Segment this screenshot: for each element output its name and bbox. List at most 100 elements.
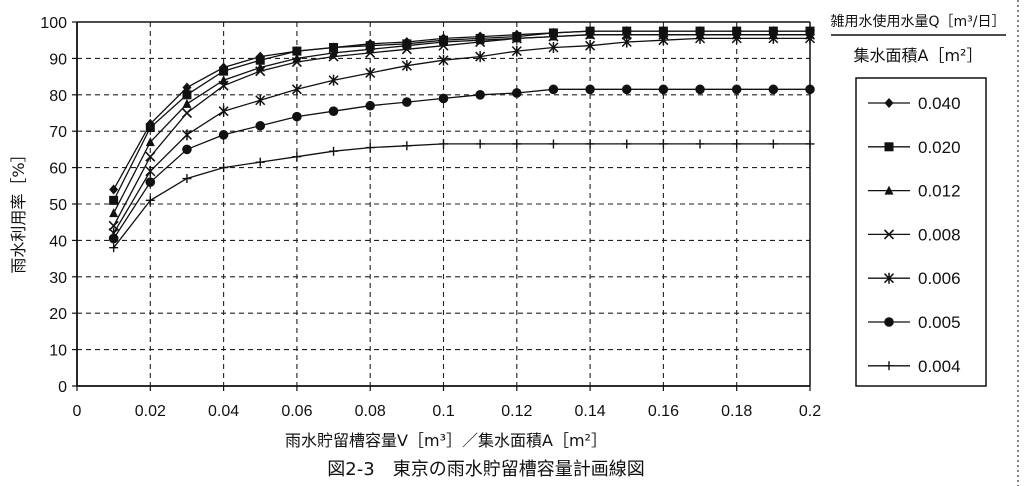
data-point — [731, 84, 742, 95]
x-tick-label: 0.08 — [355, 403, 386, 420]
data-point — [768, 32, 779, 44]
data-point — [585, 40, 596, 52]
x-tick-label: 0.18 — [721, 403, 752, 420]
legend-label: 0.008 — [918, 225, 961, 244]
x-tick-label: 0.16 — [648, 403, 679, 420]
data-point — [511, 33, 522, 44]
data-point — [292, 152, 302, 162]
legend-items: 0.040 0.020 0.012 0.008 0.006 0.005 0.004 — [868, 94, 961, 376]
data-point — [145, 137, 155, 147]
data-point — [475, 139, 485, 149]
data-point — [768, 84, 779, 95]
data-point — [219, 66, 229, 76]
data-point — [292, 46, 302, 56]
data-point — [365, 100, 376, 111]
series-0.004 — [109, 139, 815, 253]
data-point — [182, 144, 192, 155]
data-point — [108, 233, 119, 244]
legend-marker — [884, 142, 894, 152]
legend-marker — [884, 361, 894, 371]
legend-marker — [883, 229, 895, 240]
data-point — [622, 139, 632, 149]
series-line — [113, 88, 810, 239]
tick-labels: 0 0.02 0.04 0.06 0.08 0.1 0.12 0.14 0.16 0.18 0.2 0… — [40, 15, 821, 420]
data-point — [145, 151, 156, 162]
data-point — [255, 120, 266, 131]
data-point — [658, 34, 669, 46]
data-point — [145, 165, 156, 177]
series-line — [113, 37, 810, 234]
data-point — [658, 139, 668, 149]
legend-label: 0.040 — [918, 94, 961, 113]
data-point — [109, 243, 119, 253]
data-point — [255, 157, 265, 167]
data-point — [329, 146, 339, 156]
data-point — [438, 93, 449, 104]
data-point — [548, 31, 559, 42]
series-line — [113, 30, 810, 201]
x-tick-label: 0.04 — [208, 403, 239, 420]
legend-item: 0.040 — [868, 94, 961, 113]
data-point — [439, 139, 448, 149]
series-0.006 — [108, 32, 816, 239]
data-point — [291, 83, 302, 95]
x-tick-label: 0.02 — [135, 403, 166, 420]
data-point — [145, 123, 155, 133]
data-point — [585, 29, 596, 40]
data-point — [109, 195, 119, 205]
x-tick-label: 0 — [73, 403, 82, 420]
legend-marker — [884, 98, 894, 108]
legend-item: 0.006 — [868, 269, 961, 288]
data-point — [219, 163, 229, 173]
legend-label: 0.020 — [918, 138, 961, 157]
data-point — [731, 32, 742, 44]
x-tick-label: 0.14 — [575, 403, 606, 420]
legend-item: 0.012 — [868, 182, 961, 201]
data-point — [438, 54, 449, 66]
legend-box — [855, 77, 987, 387]
data-point — [255, 66, 266, 77]
data-point — [181, 129, 192, 141]
series-line — [113, 34, 810, 214]
x-tick-label: 0.06 — [281, 403, 312, 420]
data-point — [621, 36, 632, 48]
y-tick-label: 50 — [49, 197, 67, 214]
data-point — [695, 32, 706, 44]
data-point — [109, 208, 119, 218]
y-tick-label: 10 — [49, 343, 67, 360]
data-point — [512, 88, 522, 98]
data-point — [621, 29, 632, 40]
series-0.008 — [108, 29, 816, 231]
series-line — [113, 143, 810, 249]
data-point — [585, 84, 595, 95]
data-point — [182, 90, 192, 100]
data-point — [585, 139, 595, 149]
data-point — [401, 60, 412, 72]
data-point — [145, 195, 155, 205]
y-tick-label: 30 — [49, 270, 67, 287]
data-point — [182, 82, 192, 93]
data-point — [475, 36, 486, 48]
data-point — [365, 143, 375, 153]
data-point — [181, 107, 193, 119]
data-point — [438, 40, 449, 51]
data-point — [658, 84, 669, 95]
data-point — [695, 84, 705, 95]
legend-item: 0.008 — [868, 225, 961, 244]
data-point — [291, 56, 302, 68]
legend-marker — [884, 317, 894, 327]
data-point — [512, 139, 522, 149]
data-point — [145, 177, 156, 187]
data-point — [365, 47, 376, 59]
x-tick-label: 0.1 — [432, 403, 454, 420]
legend-header-top: 雑用水使用水量Q［m³/日］ — [831, 13, 1006, 30]
legend-label: 0.005 — [918, 313, 961, 332]
data-point — [218, 80, 229, 91]
y-axis-title: 雨水利用率［%］ — [9, 146, 28, 273]
series-0.040 — [109, 26, 815, 195]
x-tick-label: 0.12 — [501, 403, 532, 420]
data-point — [548, 41, 559, 53]
figure-caption: 図2-3 東京の雨水貯留槽容量計画線図 — [327, 459, 644, 480]
legend-header-bottom: 集水面積A［m²］ — [854, 46, 983, 65]
